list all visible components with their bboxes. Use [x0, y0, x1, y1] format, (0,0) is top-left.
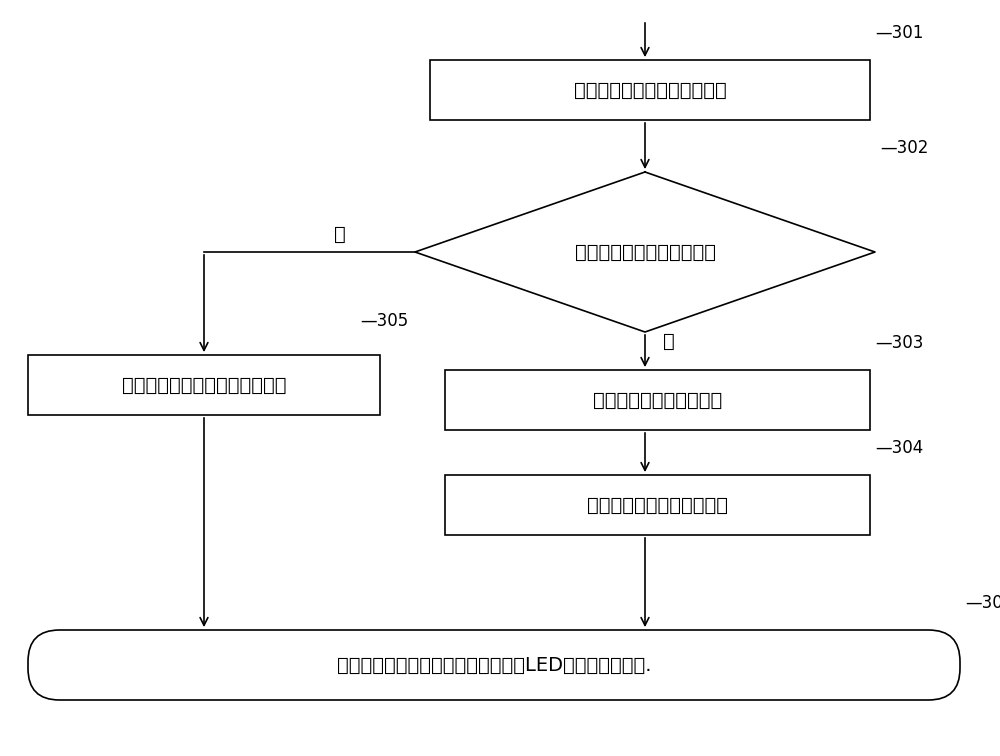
Text: —306: —306 [965, 594, 1000, 612]
FancyBboxPatch shape [28, 630, 960, 700]
Text: 将原始数据直接存储到存储器中: 将原始数据直接存储到存储器中 [122, 376, 286, 395]
Text: —304: —304 [875, 439, 923, 457]
Text: —301: —301 [875, 24, 923, 42]
Text: 否: 否 [334, 225, 345, 243]
Text: —305: —305 [360, 312, 408, 330]
Text: —303: —303 [875, 334, 923, 352]
FancyBboxPatch shape [28, 355, 380, 415]
Text: 解压所接收到的压缩数据: 解压所接收到的压缩数据 [593, 391, 722, 410]
Text: 接收来自显示控制模块的数据: 接收来自显示控制模块的数据 [574, 80, 726, 100]
Text: 将解压数据存储到存储器中: 将解压数据存储到存储器中 [587, 495, 728, 515]
Text: —302: —302 [880, 139, 928, 157]
FancyBboxPatch shape [445, 475, 870, 535]
FancyBboxPatch shape [430, 60, 870, 120]
Text: 从存储器中读取显示数据，并输出给LED显示屏进行显示.: 从存储器中读取显示数据，并输出给LED显示屏进行显示. [337, 655, 651, 674]
Text: 收到的数据是否为压缩数据: 收到的数据是否为压缩数据 [574, 243, 716, 262]
Text: 是: 是 [663, 331, 675, 351]
FancyBboxPatch shape [445, 370, 870, 430]
Polygon shape [415, 172, 875, 332]
